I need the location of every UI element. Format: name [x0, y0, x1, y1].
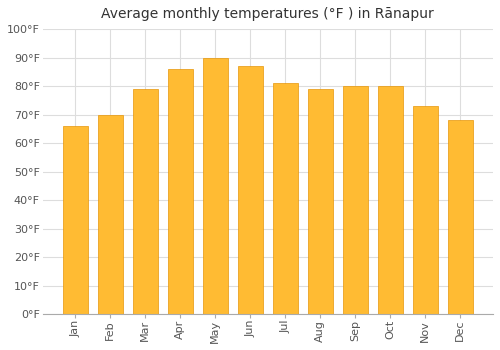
Bar [98, 115, 122, 314]
Bar [413, 106, 438, 314]
Bar [378, 86, 402, 314]
Title: Average monthly temperatures (°F ) in Rānapur: Average monthly temperatures (°F ) in Rā… [102, 7, 434, 21]
Bar [343, 86, 367, 314]
Bar [448, 120, 472, 314]
Bar [63, 126, 88, 314]
Bar [168, 69, 192, 314]
Bar [133, 89, 158, 314]
Bar [273, 83, 297, 314]
Bar [308, 89, 332, 314]
Bar [203, 58, 228, 314]
Bar [238, 66, 262, 314]
